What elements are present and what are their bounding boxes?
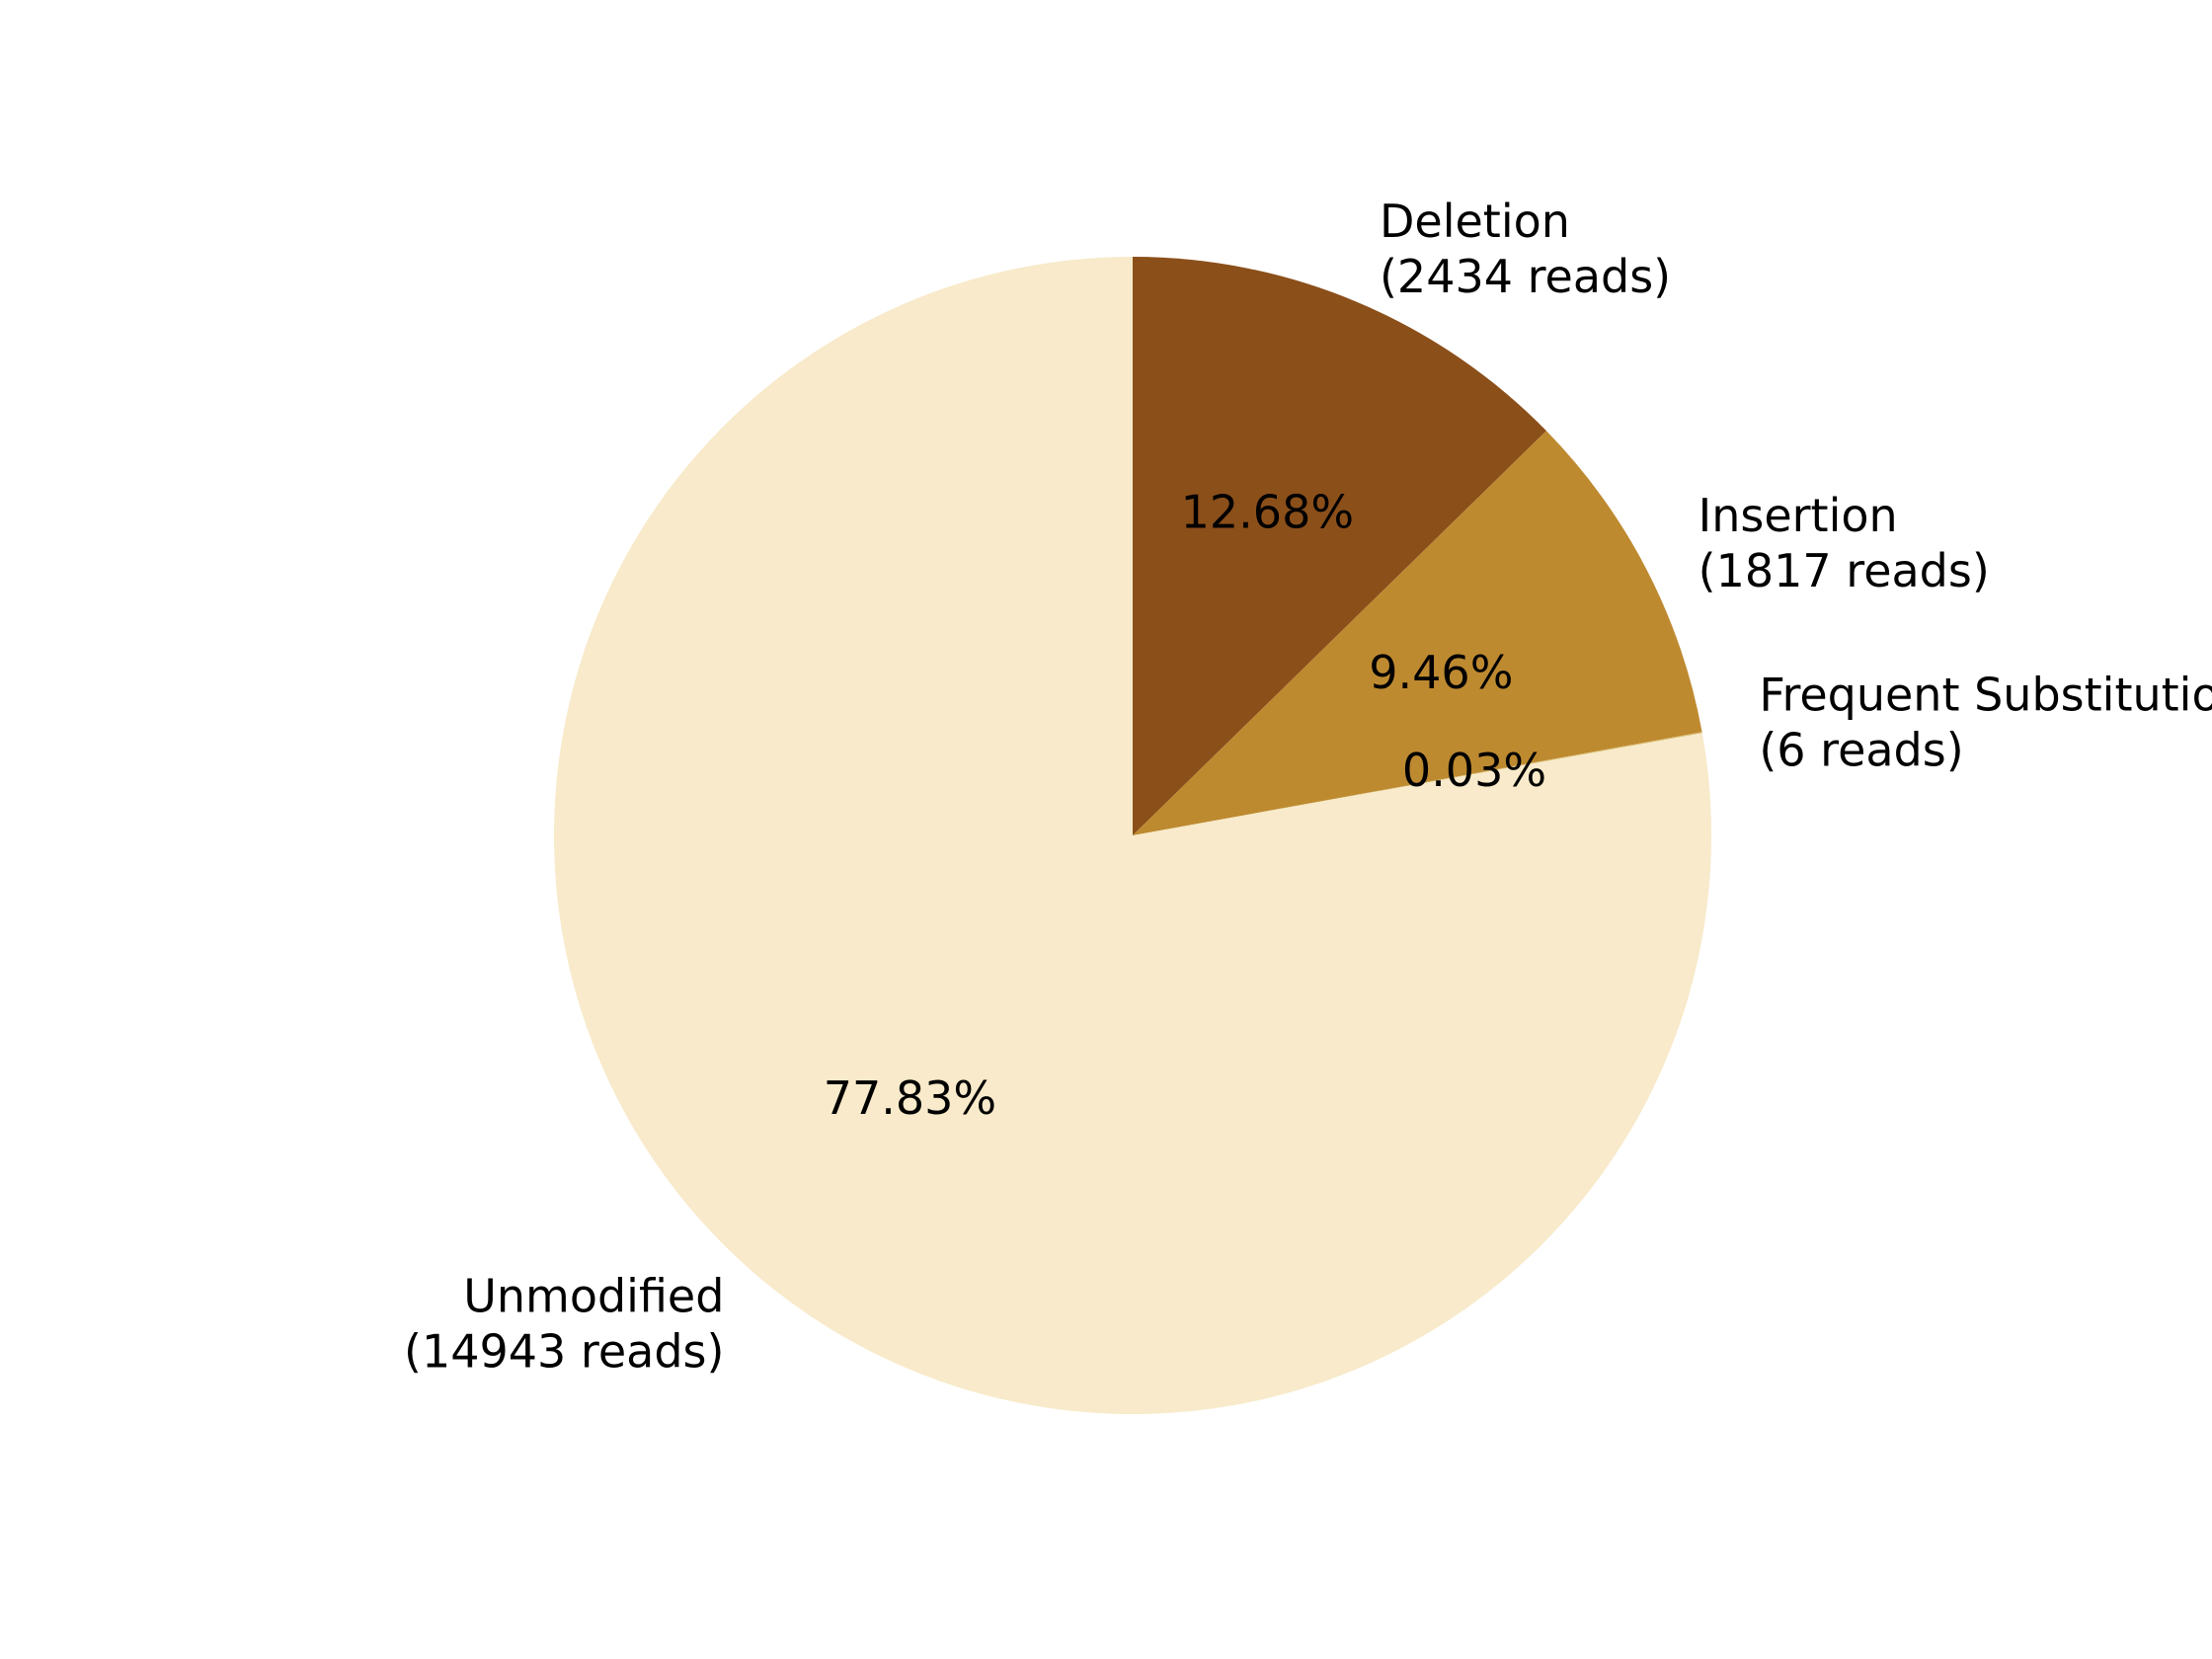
- pie-percent-unmodified: 77.83%: [824, 1071, 996, 1125]
- pie-label-insertion: Insertion (1817 reads): [1698, 489, 1990, 597]
- pie-slices: [553, 257, 1712, 1415]
- pie-slice-unmodified: [553, 257, 1712, 1415]
- pie-slice-deletion: [1133, 257, 1546, 835]
- pie-label-name: Deletion: [1380, 195, 1570, 248]
- pie-label-reads: (1817 reads): [1698, 544, 1990, 597]
- pie-label-name: Frequent Substitution: [1759, 668, 2212, 721]
- pie-label-name: Insertion: [1698, 489, 1898, 542]
- pie-label-frequent-substitution: Frequent Substitution (6 reads): [1759, 668, 2212, 776]
- pie-percent-frequent-substitution: 0.03%: [1402, 744, 1546, 797]
- pie-label-name: Unmodified: [463, 1269, 724, 1322]
- pie-label-reads: (6 reads): [1759, 723, 1963, 776]
- pie-label-unmodified: Unmodified (14943 reads): [404, 1269, 724, 1378]
- pie-slice-frequent-substitution: [1133, 732, 1702, 835]
- pie-label-reads: (2434 reads): [1380, 250, 1671, 303]
- pie-slice-insertion: [1133, 431, 1702, 835]
- pie-label-reads: (14943 reads): [404, 1324, 724, 1378]
- pie-labels: 12.68% Deletion (2434 reads) 9.46% Insertion…: [404, 195, 2212, 1379]
- pie-percent-deletion: 12.68%: [1181, 485, 1354, 538]
- pie-percent-insertion: 9.46%: [1369, 646, 1513, 699]
- pie-label-deletion: Deletion (2434 reads): [1380, 195, 1671, 303]
